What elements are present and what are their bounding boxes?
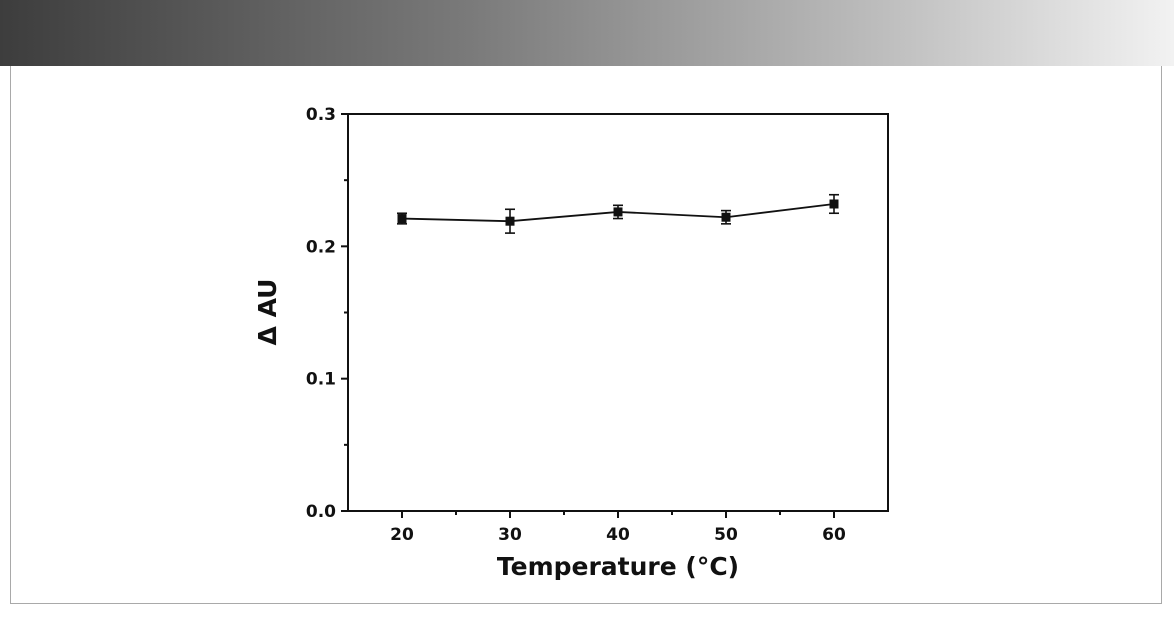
- x-tick-label: 60: [822, 525, 846, 545]
- axis-ticks: [341, 113, 835, 518]
- header-band: [0, 0, 1174, 66]
- data-point: [397, 214, 407, 224]
- x-tick-label: 20: [390, 525, 414, 545]
- series-segment: [617, 211, 727, 219]
- y-tick-label: 0.3: [306, 105, 336, 125]
- series-segment: [509, 211, 619, 223]
- plot-area: [347, 113, 889, 512]
- data-point: [721, 212, 731, 222]
- x-tick-label: 30: [498, 525, 522, 545]
- x-axis-title: Temperature (°C): [497, 552, 739, 581]
- figure-frame: [10, 10, 1162, 604]
- data-points: [397, 199, 839, 226]
- series-segment: [401, 217, 511, 223]
- y-axis-title: Δ AU: [253, 279, 282, 346]
- y-tick-label: 0.1: [306, 370, 336, 390]
- y-tick-label: 0.2: [306, 237, 336, 257]
- series-line: [401, 203, 835, 223]
- x-tick-label: 50: [714, 525, 738, 545]
- data-point: [829, 199, 839, 209]
- data-point: [613, 207, 623, 217]
- y-tick-label: 0.0: [306, 502, 336, 522]
- series-segment: [725, 203, 835, 219]
- data-point: [505, 216, 515, 226]
- y-tick-labels: 0.0 0.1 0.2 0.3: [306, 105, 336, 522]
- x-tick-label: 40: [606, 525, 630, 545]
- x-tick-labels: 20 30 40 50 60: [390, 525, 846, 545]
